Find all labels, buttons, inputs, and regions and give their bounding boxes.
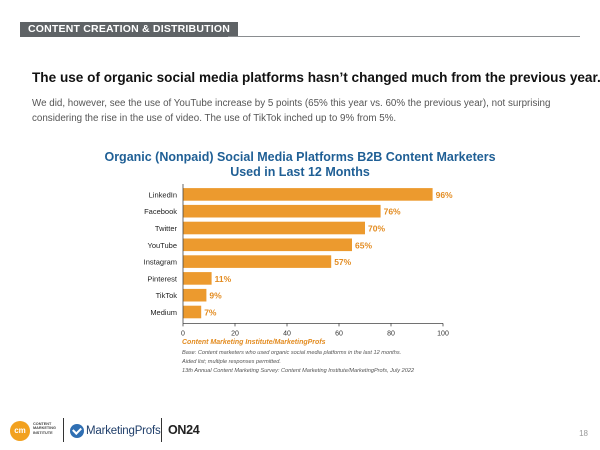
- bar-linkedin: [183, 188, 433, 201]
- on24-logo: ON24: [168, 423, 200, 437]
- section-divider: [228, 36, 580, 37]
- source-note-survey: 13th Annual Content Marketing Survey: Co…: [182, 368, 415, 374]
- category-label-youtube: YouTube: [148, 241, 177, 250]
- logo-divider: [63, 418, 64, 442]
- marketingprofs-logo-text: MarketingProfs: [86, 424, 161, 437]
- bar-instagram: [183, 255, 332, 268]
- bar-youtube: [183, 238, 352, 252]
- x-tick-label-0: 0: [181, 330, 185, 337]
- cmi-logo-text: CONTENT MARKETING INSTITUTE: [33, 422, 56, 435]
- bar-medium: [183, 305, 202, 319]
- bar-twitter: [183, 221, 365, 235]
- source-title: Content Marketing Institute/MarketingPro…: [182, 339, 326, 346]
- category-label-facebook: Facebook: [144, 207, 177, 216]
- page-number: 18: [579, 429, 588, 438]
- category-label-pinterest: Pinterest: [147, 274, 178, 283]
- category-label-tiktok: TikTok: [156, 291, 178, 300]
- x-tick-label-100: 100: [437, 330, 449, 337]
- category-label-medium: Medium: [150, 308, 177, 317]
- value-label-tiktok: 9%: [209, 291, 222, 301]
- cmi-logo-icon: cm: [10, 421, 30, 441]
- marketingprofs-check-icon: [70, 423, 84, 438]
- bar-chart: LinkedIn 96% Facebook 76% Twitter 70% YouTube 6…: [144, 184, 453, 337]
- x-tick-label-20: 20: [231, 330, 239, 337]
- value-label-twitter: 70%: [368, 224, 385, 234]
- x-tick-label-40: 40: [283, 330, 291, 337]
- value-label-facebook: 76%: [384, 207, 401, 217]
- bar-tiktok: [183, 288, 207, 302]
- bar-pinterest: [183, 272, 212, 285]
- logo-divider: [161, 418, 162, 442]
- bar-facebook: [183, 204, 381, 218]
- cmi-logo: cm CONTENT MARKETING INSTITUTE: [10, 420, 62, 442]
- page-headline: The use of organic social media platform…: [32, 70, 600, 85]
- value-label-medium: 7%: [204, 308, 217, 318]
- section-label: CONTENT CREATION & DISTRIBUTION: [20, 22, 238, 37]
- marketingprofs-logo: MarketingProfs: [70, 422, 161, 440]
- value-label-linkedin: 96%: [436, 190, 453, 200]
- x-tick-label-60: 60: [335, 330, 343, 337]
- source-note-base: Base: Content marketers who used organic…: [182, 350, 402, 356]
- category-label-twitter: Twitter: [155, 224, 178, 233]
- source-note-aided: Aided list; multiple responses permitted…: [182, 359, 281, 365]
- category-label-linkedin: LinkedIn: [149, 190, 177, 199]
- value-label-instagram: 57%: [334, 257, 351, 267]
- category-label-instagram: Instagram: [144, 258, 177, 267]
- value-label-youtube: 65%: [355, 240, 372, 250]
- x-tick-label-80: 80: [387, 330, 395, 337]
- chart-title-line1: Organic (Nonpaid) Social Media Platforms…: [104, 150, 496, 164]
- chart-title-line2: Used in Last 12 Months: [230, 165, 370, 179]
- value-label-pinterest: 11%: [215, 274, 232, 284]
- page-subtext: We did, however, see the use of YouTube …: [32, 98, 551, 124]
